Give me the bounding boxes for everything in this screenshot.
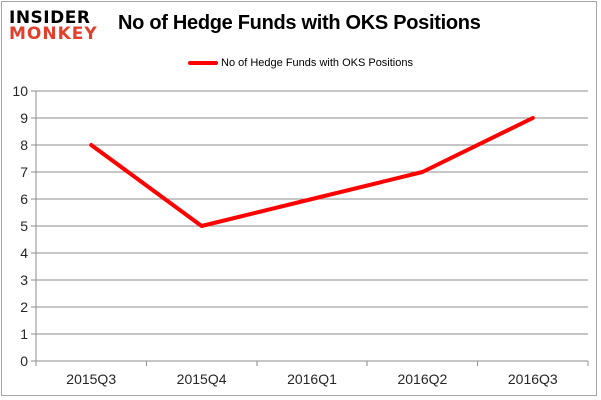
logo-monkey-text: MONKEY: [9, 24, 98, 44]
y-axis-label: 5: [20, 218, 28, 234]
y-axis-label: 8: [20, 137, 28, 153]
series-line: [89, 116, 535, 228]
y-axis-label: 10: [12, 83, 28, 99]
y-axis-label: 4: [20, 245, 28, 261]
logo-insider-text: INSIDER: [9, 8, 91, 28]
x-axis-label: 2016Q3: [508, 371, 558, 387]
legend-line-marker: [188, 61, 218, 65]
y-axis-label: 7: [20, 164, 28, 180]
chart-legend: No of Hedge Funds with OKS Positions: [0, 57, 601, 69]
insider-monkey-logo: INSIDER MONKEY: [9, 10, 98, 43]
y-axis-label: 0: [20, 353, 28, 369]
x-axis-label: 2016Q2: [397, 371, 447, 387]
y-axis-label: 2: [20, 299, 28, 315]
chart-title: No of Hedge Funds with OKS Positions: [118, 12, 481, 34]
legend-series-label: No of Hedge Funds with OKS Positions: [221, 57, 413, 69]
x-axis-label: 2016Q1: [287, 371, 337, 387]
y-axis-label: 6: [20, 191, 28, 207]
y-axis-label: 9: [20, 110, 28, 126]
y-axis-label: 1: [20, 326, 28, 342]
x-axis-label: 2015Q3: [66, 371, 116, 387]
y-axis-label: 3: [20, 272, 28, 288]
x-axis-label: 2015Q4: [177, 371, 227, 387]
